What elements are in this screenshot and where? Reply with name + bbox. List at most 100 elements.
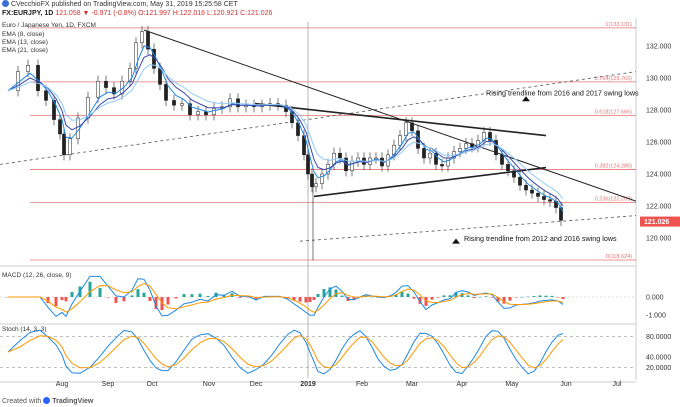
grid-lines [0,18,637,383]
macd-histogram-bar [448,295,452,297]
macd-histogram-bar [472,297,476,299]
macd-histogram-bar [298,297,302,302]
rising-trendline-2016-2017 [0,71,637,165]
x-axis-label-jun: Jun [560,381,571,388]
last-price-label: 121.026 [644,219,669,226]
candle-body [36,64,40,92]
candle-body [172,100,176,106]
annotation-arrow-up-icon [522,96,530,102]
candle-body [320,173,324,184]
candle-body [196,111,200,116]
macd-histogram-bar [70,292,74,297]
candle-body [422,148,426,159]
x-axis-label-may: May [505,381,519,388]
macd-histogram-bar [436,297,440,298]
candle-body [96,80,100,98]
annotations: Rising trendline from 2016 and 2017 swin… [452,89,639,244]
price-tick-label: 132.000 [646,44,671,51]
candle-body [158,68,162,85]
macd-histogram-bar [254,297,258,300]
macd-histogram-bar [292,297,296,301]
macd-histogram-bar [46,297,50,304]
candle-body [310,173,314,188]
macd-label: MACD (12, 26, close, 9) [2,272,72,279]
legend-ema-8: EMA (8, close) [2,31,45,38]
macd-histogram-bar [490,297,494,298]
ema-21-line [7,64,564,200]
symbol-line: FX:EURJPY, 1D 121.058 ▼ -0.971 (-0.8%) O… [2,10,272,17]
price-tick-label: 124.000 [646,172,671,179]
candle-body [180,103,184,106]
macd-histogram-bar [222,294,226,297]
macd-histogram-bar [304,297,308,303]
ema-lines [7,45,564,213]
macd-histogram-bar [424,297,428,306]
stoch-d-line [7,335,564,369]
x-axis-label-mar: Mar [406,381,419,388]
fib-level-label: 0.382(124.285) [595,163,632,169]
time-axis[interactable]: Aug Sep Oct Nov Dec 2019 Feb Mar Apr May Jun Jul [56,381,622,388]
candle-body [548,199,552,202]
macd-histogram-bar [136,289,140,297]
fib-level-label: 0(118.624) [606,254,632,260]
signal-line [8,283,564,313]
candle-body [26,64,30,72]
macd-histogram-bar [198,293,202,297]
publisher-header: CVecchioFX published on TradingView.com,… [2,0,238,8]
x-axis-label-2019: 2019 [300,381,316,388]
macd-histogram-bar [88,281,92,297]
price-axis[interactable]: 132.000 130.000 128.000 126.000 124.000 122.0… [640,44,680,243]
stoch-label: Stoch (14, 3, 3) [2,326,47,333]
candle-body [542,196,546,200]
macd-histogram-bar [561,297,565,300]
candle-body [314,183,318,188]
candle-body [458,148,462,152]
triangle-upper-line [254,102,547,137]
stoch-panel: 80.0000 40.0000 20.0000 [0,329,671,375]
macd-histogram-bar [54,297,58,307]
candle-body [104,80,108,88]
candle-body [512,170,516,178]
macd-histogram-bar [328,287,332,297]
macd-histogram-bar [312,297,316,301]
footer-created-with: Created with [2,398,42,405]
x-axis-label-feb: Feb [356,381,368,388]
price-tick-label: 130.000 [646,76,671,83]
macd-histogram-bar [106,297,110,298]
macd-histogram-bar [394,294,398,297]
price-tick-label: 126.000 [646,140,671,147]
macd-tick-label: -1.000 [646,312,666,319]
macd-histogram-bar [238,297,242,298]
stoch-current-label: 20.0000 [646,365,671,372]
candle-body [134,42,138,69]
macd-histogram-bar [550,295,554,297]
macd-histogram-bar [514,297,518,298]
x-axis-label-nov: Nov [203,381,216,388]
macd-histogram-bar [246,297,250,298]
macd-histogram-bar [418,297,422,304]
macd-histogram-bar [166,297,170,305]
macd-histogram-bar [508,297,512,301]
candle-body [434,152,438,165]
macd-histogram-bar [98,287,102,297]
macd-histogram-bar [122,297,126,302]
ema-13-line [7,54,564,207]
macd-histogram-bar [544,295,548,297]
candle-body [338,152,342,159]
legend-ema-13: EMA (13, close) [2,39,48,46]
candle-body [140,31,144,44]
price-tick-label: 122.000 [646,204,671,211]
candle-body [428,152,432,159]
macd-histogram-bar [340,295,344,297]
rising-trendline-2012-2016 [299,215,637,242]
fib-levels: 1(133.131) 0.764(129.760) 0.618(127.666) 0.… [30,22,636,261]
candle-body [306,154,310,175]
candle-body [500,154,504,165]
tradingview-logo-icon [43,397,51,404]
macd-histogram-bar [154,297,158,309]
macd-histogram-bar [526,296,530,298]
legend-ema-21: EMA (21, close) [2,47,48,54]
candle-body [62,133,66,156]
